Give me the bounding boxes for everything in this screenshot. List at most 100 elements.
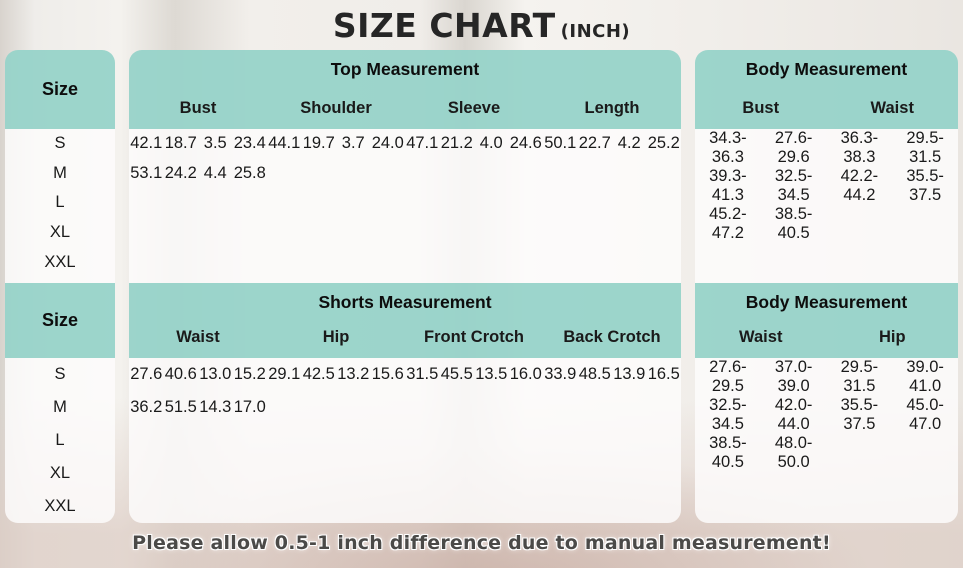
table-cell: 27.6-29.5	[709, 358, 747, 395]
table-cell: 50.1	[544, 134, 577, 153]
top-size-rows: S M L XL XXL	[5, 129, 115, 283]
table-cell: 44.1	[268, 134, 301, 153]
table-row: 38.5-40.5 48.0-50.0	[695, 434, 827, 472]
table-row: 53.1 24.2 4.4 25.8	[129, 159, 267, 189]
table-row: 42.2-44.2 35.5-37.5	[827, 167, 959, 205]
shorts-measurement-column-labels: Waist Hip Front Crotch Back Crotch	[129, 328, 681, 347]
table-cell: 35.5-37.5	[840, 396, 879, 433]
top-size-column: Size S M L XL XXL	[5, 50, 115, 283]
table-cell: 37.0-39.0	[774, 358, 813, 395]
shorts-size-column: Size S M L XL XXL	[5, 283, 115, 523]
table-cell: M	[53, 398, 67, 416]
table-cell: 35.5-37.5	[906, 167, 944, 204]
column-header-label: Length	[584, 99, 640, 117]
table-row: 27.6-29.5 37.0-39.0	[695, 358, 827, 396]
table-cell: L	[55, 193, 65, 212]
table-cell: XL	[49, 223, 71, 242]
table-cell: 3.7	[341, 134, 365, 153]
table-row: 50.1 22.7 4.2 25.2	[543, 129, 681, 159]
table-cell: 3.5	[203, 134, 227, 153]
shorts-measurement-title: Shorts Measurement	[318, 292, 492, 312]
top-measurement-header: Top Measurement Bust Shoulder Sleeve Length	[129, 50, 681, 129]
table-cell: 13.0	[199, 365, 232, 383]
table-cell: 16.5	[647, 365, 680, 383]
table-row: 31.5 45.5 13.5 16.0	[405, 358, 543, 391]
column-header-label: Waist	[739, 328, 783, 346]
column-header-label: Waist	[176, 328, 220, 346]
top-measurement-column: Top Measurement Bust Shoulder Sleeve Length…	[129, 50, 681, 283]
table-row: 29.5-31.5 39.0-41.0	[827, 358, 959, 396]
table-row: M	[5, 159, 115, 189]
shorts-body-measurement-title: Body Measurement	[745, 292, 908, 312]
top-measurement-title: Top Measurement	[330, 59, 480, 79]
table-cell: 13.2	[337, 365, 370, 383]
table-cell: 45.2-47.2	[709, 205, 747, 242]
column-header-label: Bust	[742, 99, 780, 117]
table-cell: 38.5-40.5	[709, 434, 747, 471]
table-cell: 51.5	[164, 398, 197, 416]
table-cell: S	[54, 365, 66, 383]
table-cell: 4.2	[617, 134, 641, 153]
page-title-main: SIZE CHART	[332, 6, 556, 45]
table-row: 32.5-34.5 42.0-44.0	[695, 396, 827, 434]
table-cell: 14.3	[199, 398, 232, 416]
table-cell: 13.9	[613, 365, 646, 383]
table-cell: 24.6	[509, 134, 542, 153]
table-cell: 15.2	[233, 365, 266, 383]
table-cell: 17.0	[233, 398, 266, 416]
top-measurement-section: Size S M L XL XXL Top Measurement Bust Should…	[0, 50, 963, 283]
table-row: 33.9 48.5 13.9 16.5	[543, 358, 681, 391]
top-body-measurement-column-labels: Bust Waist	[695, 99, 958, 118]
table-cell: 48.5	[578, 365, 611, 383]
table-row: 27.6 40.6 13.0 15.2	[129, 358, 267, 391]
table-cell: 32.5-34.5	[709, 396, 747, 433]
table-cell: 33.9	[544, 365, 577, 383]
top-measurement-rows: 42.1 18.7 3.5 23.4 44.1 19.7 3.7 24.0 47.1 21.2 4.…	[129, 129, 681, 283]
table-row: S	[5, 129, 115, 159]
table-cell: 25.8	[233, 163, 266, 182]
table-row: S	[5, 358, 115, 391]
top-body-measurement-title: Body Measurement	[745, 59, 908, 79]
table-cell: 31.5	[406, 365, 439, 383]
shorts-size-header: Size	[5, 283, 115, 358]
table-cell: 42.1	[130, 134, 163, 153]
table-cell: 23.4	[233, 134, 266, 153]
measurement-note: Please allow 0.5-1 inch difference due t…	[0, 532, 963, 554]
table-row: L	[5, 424, 115, 457]
table-row: 35.5-37.5 45.0-47.0	[827, 396, 959, 434]
table-cell: 15.6	[371, 365, 404, 383]
table-cell: 13.5	[475, 365, 508, 383]
table-cell: 42.2-44.2	[840, 167, 879, 204]
table-cell: 53.1	[130, 163, 163, 182]
table-cell: 42.5	[302, 365, 335, 383]
table-row: XL	[5, 457, 115, 490]
table-cell: 24.2	[164, 163, 197, 182]
table-cell: 45.5	[440, 365, 473, 383]
table-row: 39.3-41.3 32.5-34.5	[695, 167, 827, 205]
shorts-measurement-header: Shorts Measurement Waist Hip Front Crotch B…	[129, 283, 681, 358]
shorts-body-measurement-column-labels: Waist Hip	[695, 328, 958, 347]
shorts-body-measurement-column: Body Measurement Waist Hip 27.6-29.5 37.0-…	[695, 283, 958, 523]
table-cell: 19.7	[302, 134, 335, 153]
shorts-size-rows: S M L XL XXL	[5, 358, 115, 523]
table-row: 29.1 42.5 13.2 15.6	[267, 358, 405, 391]
table-cell: 45.0-47.0	[906, 396, 944, 433]
table-row: 36.3-38.3 29.5-31.5	[827, 129, 959, 167]
column-header-label: Hip	[322, 328, 350, 346]
table-cell: 29.1	[268, 365, 301, 383]
table-cell: 21.2	[440, 134, 473, 153]
column-header-label: Front Crotch	[424, 328, 524, 346]
table-cell: 40.6	[164, 365, 197, 383]
table-cell: 32.5-34.5	[774, 167, 813, 204]
table-cell: 22.7	[578, 134, 611, 153]
table-row: XL	[5, 218, 115, 248]
table-cell: 29.5-31.5	[840, 358, 879, 395]
table-cell: 27.6-29.6	[774, 129, 813, 166]
table-row: 36.2 51.5 14.3 17.0	[129, 391, 267, 424]
shorts-measurement-section: Size S M L XL XXL Shorts Measurement Waist Hi…	[0, 283, 963, 523]
table-cell: 18.7	[164, 134, 197, 153]
table-cell: 25.2	[647, 134, 680, 153]
table-cell: S	[54, 134, 66, 153]
table-cell: 36.3-38.3	[840, 129, 879, 166]
